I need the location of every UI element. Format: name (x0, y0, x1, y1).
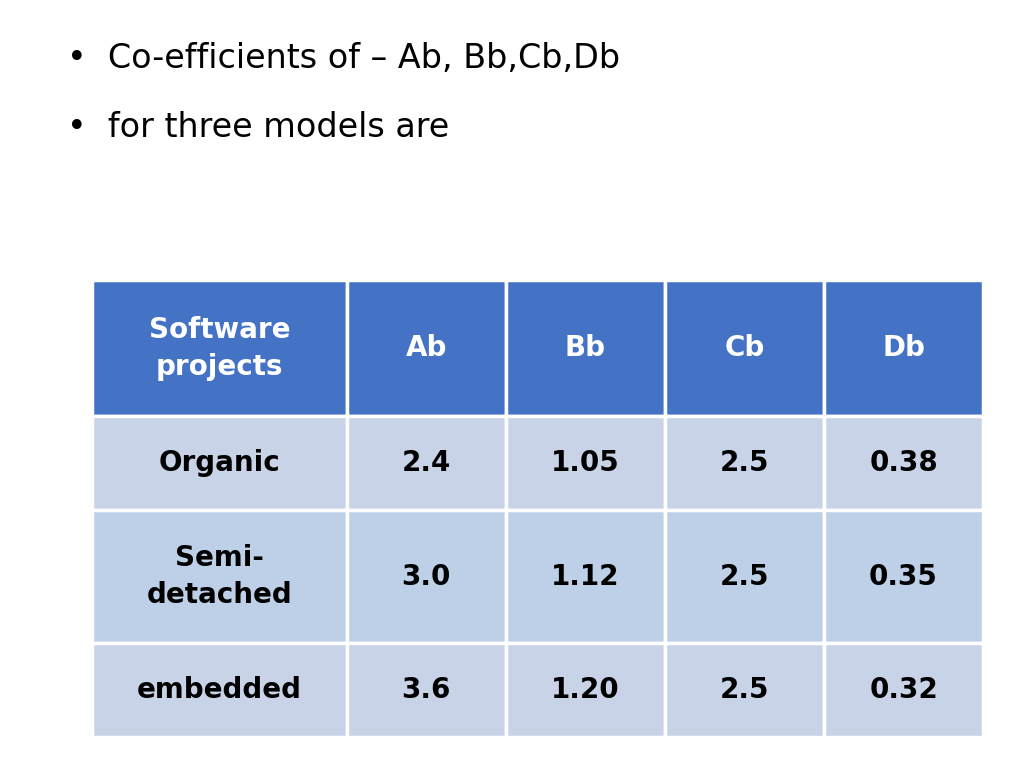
FancyBboxPatch shape (665, 510, 824, 644)
FancyBboxPatch shape (665, 644, 824, 737)
FancyBboxPatch shape (347, 280, 506, 416)
Text: 3.6: 3.6 (401, 677, 451, 704)
Text: embedded: embedded (137, 677, 302, 704)
FancyBboxPatch shape (824, 644, 983, 737)
Text: Organic: Organic (159, 449, 281, 477)
Text: 2.5: 2.5 (720, 677, 769, 704)
Text: 0.32: 0.32 (869, 677, 938, 704)
Text: 2.5: 2.5 (720, 563, 769, 591)
Text: Bb: Bb (565, 334, 606, 362)
Text: Db: Db (882, 334, 925, 362)
FancyBboxPatch shape (92, 416, 347, 510)
Text: •  Co-efficients of – Ab, Bb,Cb,Db: • Co-efficients of – Ab, Bb,Cb,Db (67, 42, 620, 75)
Text: 2.4: 2.4 (401, 449, 451, 477)
Text: 1.12: 1.12 (551, 563, 620, 591)
Text: 1.05: 1.05 (551, 449, 620, 477)
FancyBboxPatch shape (92, 510, 347, 644)
FancyBboxPatch shape (665, 416, 824, 510)
FancyBboxPatch shape (824, 280, 983, 416)
Text: Software
projects: Software projects (148, 316, 290, 381)
Text: Semi-
detached: Semi- detached (146, 545, 293, 609)
Text: •  for three models are: • for three models are (67, 111, 449, 144)
FancyBboxPatch shape (665, 280, 824, 416)
FancyBboxPatch shape (92, 644, 347, 737)
FancyBboxPatch shape (347, 644, 506, 737)
FancyBboxPatch shape (506, 280, 665, 416)
Text: Cb: Cb (724, 334, 765, 362)
FancyBboxPatch shape (347, 416, 506, 510)
FancyBboxPatch shape (506, 416, 665, 510)
FancyBboxPatch shape (92, 280, 347, 416)
FancyBboxPatch shape (506, 510, 665, 644)
Text: 0.35: 0.35 (869, 563, 938, 591)
FancyBboxPatch shape (824, 510, 983, 644)
Text: 0.38: 0.38 (869, 449, 938, 477)
Text: Ab: Ab (406, 334, 447, 362)
FancyBboxPatch shape (824, 416, 983, 510)
FancyBboxPatch shape (506, 644, 665, 737)
Text: 3.0: 3.0 (401, 563, 451, 591)
FancyBboxPatch shape (347, 510, 506, 644)
Text: 1.20: 1.20 (551, 677, 620, 704)
Text: 2.5: 2.5 (720, 449, 769, 477)
